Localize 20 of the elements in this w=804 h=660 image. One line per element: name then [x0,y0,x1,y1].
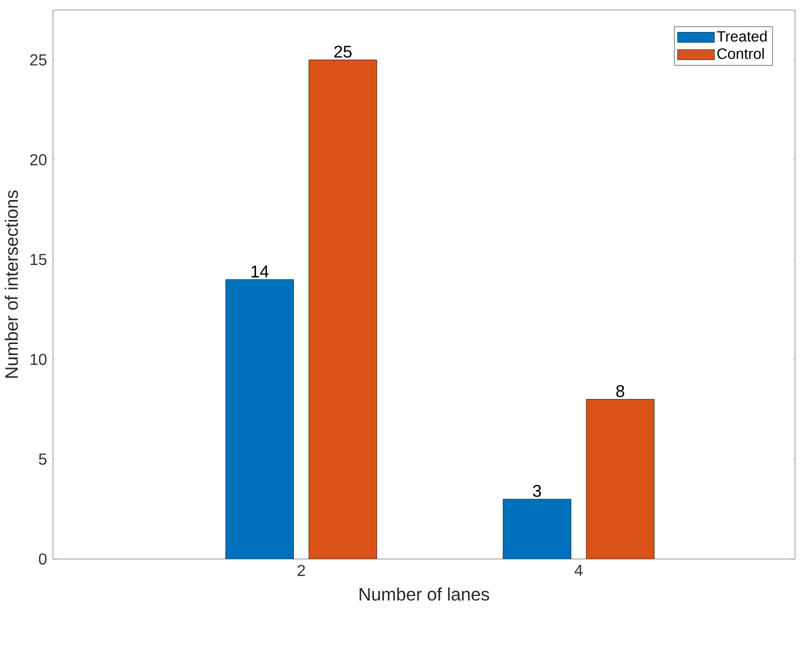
y-tick-label: 5 [38,454,46,465]
y-tick-label: 10 [30,354,47,366]
x-tick-label: 4 [574,564,583,576]
y-tick-label: 15 [30,254,46,266]
y-tick-label: 20 [30,154,47,166]
y-tick-label: 25 [30,54,46,66]
y-axis-title: Number of intersections [4,190,18,378]
bar [308,60,378,559]
legend-label: Control [717,48,764,59]
data-label: 14 [252,266,269,278]
data-label: 25 [334,46,352,58]
bar [586,399,654,559]
bar [502,498,572,559]
data-label: 8 [616,385,624,398]
legend-label: Treated [716,30,767,42]
data-label: 3 [532,484,541,497]
x-axis-title: Number of lanes [360,587,490,601]
y-tick-label: 0 [38,553,47,565]
x-tick-label: 2 [298,564,305,576]
bar [225,279,294,559]
